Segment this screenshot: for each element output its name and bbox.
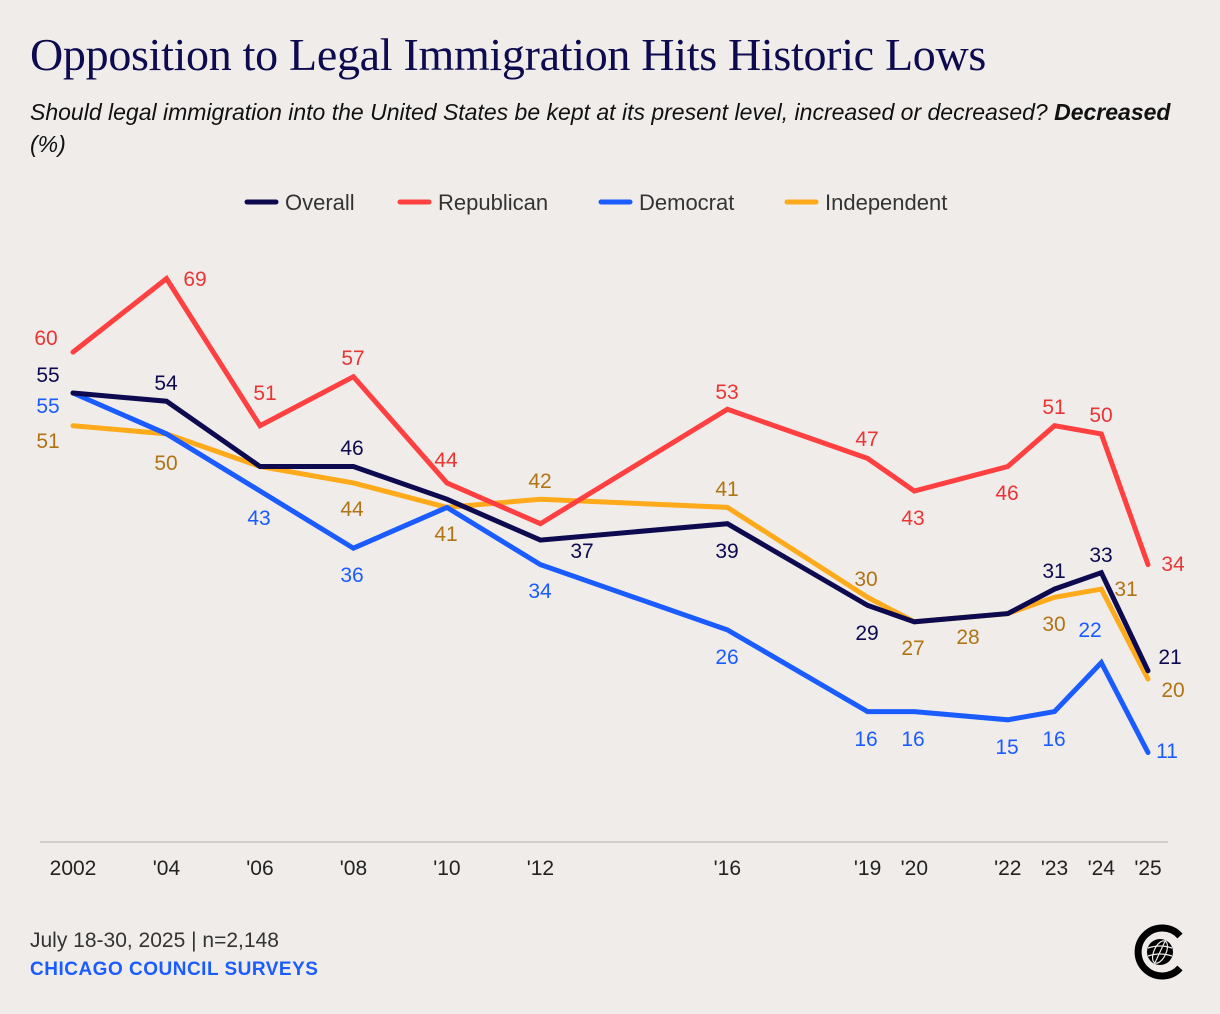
data-label-republican: 51: [1042, 396, 1065, 419]
data-label-overall: 54: [154, 372, 178, 395]
data-label-overall: 21: [1158, 646, 1181, 669]
data-label-republican: 51: [253, 382, 276, 405]
x-tick-label: '04: [153, 857, 181, 880]
data-label-republican: 44: [434, 449, 458, 472]
data-label-overall: 46: [340, 437, 363, 460]
x-tick-label: '25: [1134, 857, 1161, 880]
subtitle-emphasis: Decreased: [1054, 99, 1171, 125]
subtitle-text: Should legal immigration into the United…: [30, 99, 1055, 125]
data-label-overall: 31: [1042, 560, 1065, 583]
data-label-democrat: 16: [901, 728, 924, 751]
x-tick-label: '23: [1041, 857, 1068, 880]
subtitle-unit: (%): [30, 131, 66, 157]
data-label-republican: 50: [1089, 404, 1112, 427]
data-label-independent: 42: [528, 470, 551, 493]
source-label: CHICAGO COUNCIL SURVEYS: [30, 959, 319, 980]
globe-c-logo-icon: [1134, 924, 1183, 980]
x-tick-label: '06: [246, 857, 273, 880]
x-tick-label: '20: [901, 857, 928, 880]
x-tick-label: '12: [527, 857, 554, 880]
data-label-democrat: 16: [1042, 728, 1065, 751]
x-tick-label: '19: [854, 857, 881, 880]
data-label-overall: 29: [855, 622, 878, 645]
data-label-independent: 20: [1161, 679, 1184, 702]
chart-subtitle: Should legal immigration into the United…: [30, 96, 1190, 160]
data-label-republican: 47: [855, 428, 878, 451]
data-label-independent: 51: [36, 430, 59, 453]
data-label-independent: 44: [340, 498, 364, 521]
data-label-republican: 43: [901, 507, 924, 530]
data-label-democrat: 36: [340, 564, 363, 587]
data-label-independent: 27: [901, 637, 924, 660]
data-label-democrat: 22: [1078, 619, 1101, 642]
data-label-democrat: 26: [715, 646, 738, 669]
data-label-overall: 55: [36, 364, 59, 387]
legend-label: Democrat: [639, 190, 734, 215]
series-line-republican: [70, 274, 1151, 568]
chart-title: Opposition to Legal Immigration Hits His…: [30, 29, 987, 80]
data-label-republican: 46: [995, 482, 1018, 505]
survey-dates: July 18-30, 2025 | n=2,148: [30, 929, 279, 952]
x-tick-label: '08: [340, 857, 367, 880]
series-line-overall: [70, 390, 1151, 674]
x-tick-label: '22: [994, 857, 1021, 880]
legend-label: Independent: [825, 190, 947, 215]
data-label-republican: 69: [183, 268, 206, 291]
data-label-democrat: 43: [247, 507, 270, 530]
data-label-independent: 30: [1042, 613, 1065, 636]
data-label-overall: 33: [1089, 544, 1112, 567]
data-label-democrat: 15: [995, 736, 1018, 759]
data-label-republican: 53: [715, 381, 738, 404]
data-label-independent: 31: [1114, 578, 1137, 601]
x-tick-label: '24: [1088, 857, 1116, 880]
data-label-independent: 41: [715, 478, 738, 501]
data-label-independent: 50: [154, 452, 177, 475]
series-line-independent: [70, 423, 1151, 682]
data-label-independent: 30: [854, 568, 877, 591]
legend-label: Overall: [285, 190, 355, 215]
data-label-overall: 39: [715, 540, 738, 563]
data-label-democrat: 55: [36, 395, 59, 418]
data-label-overall: 37: [570, 540, 593, 563]
data-label-republican: 60: [34, 327, 57, 350]
data-label-republican: 57: [341, 347, 364, 370]
x-tick-label: 2002: [50, 857, 97, 880]
data-label-democrat: 16: [854, 728, 877, 751]
data-label-independent: 41: [434, 523, 457, 546]
x-tick-label: '16: [714, 857, 741, 880]
data-label-republican: 34: [1161, 553, 1185, 576]
data-label-independent: 28: [956, 626, 979, 649]
legend-label: Republican: [438, 190, 548, 215]
data-label-democrat: 11: [1156, 740, 1178, 763]
series-line-democrat: [70, 390, 1151, 755]
x-tick-label: '10: [433, 857, 460, 880]
data-label-democrat: 34: [528, 580, 552, 603]
